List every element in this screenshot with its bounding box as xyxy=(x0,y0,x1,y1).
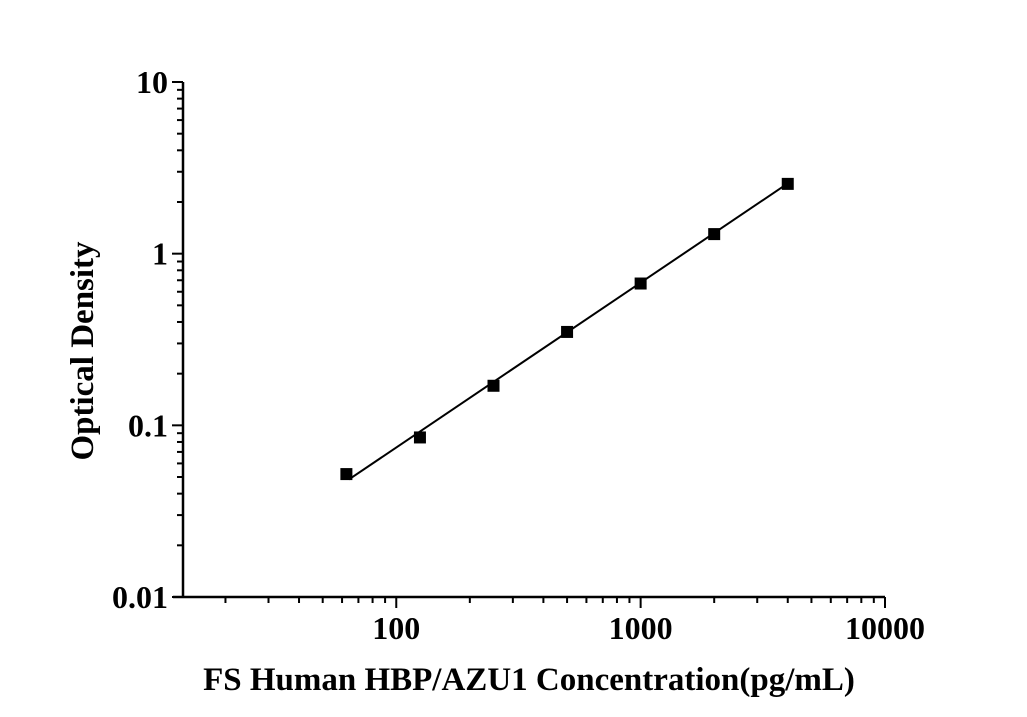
x-tick-label: 10000 xyxy=(845,610,925,646)
data-point-marker xyxy=(634,277,647,290)
data-point-marker xyxy=(413,431,426,444)
data-point-marker xyxy=(708,228,721,241)
data-point-marker xyxy=(561,325,574,338)
data-points-group xyxy=(340,177,794,481)
y-tick-label: 0.01 xyxy=(112,579,168,615)
y-axis-title: Optical Density xyxy=(65,241,101,461)
y-tick-label: 1 xyxy=(152,236,168,272)
axes-group: 100 1000 10000 10 1 0.1 0.01 xyxy=(112,64,925,646)
y-tick-label: 0.1 xyxy=(128,407,168,443)
data-point-marker xyxy=(487,379,500,392)
x-axis-title: FS Human HBP/AZU1 Concentration(pg/mL) xyxy=(203,662,855,698)
data-point-marker xyxy=(340,468,353,481)
y-tick-label: 10 xyxy=(136,64,168,100)
x-tick-label: 1000 xyxy=(609,610,673,646)
data-point-marker xyxy=(781,177,794,190)
x-tick-label: 100 xyxy=(372,610,420,646)
